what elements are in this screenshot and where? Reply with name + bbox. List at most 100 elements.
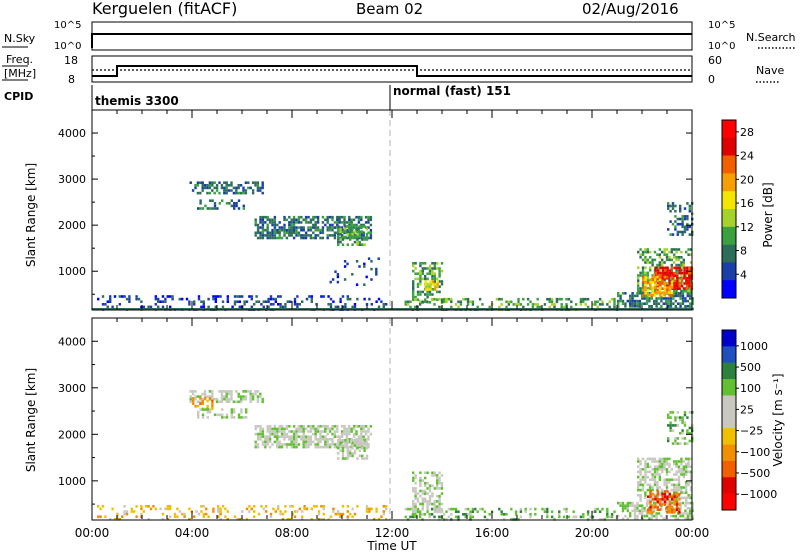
velocity-cell [654, 505, 657, 509]
velocity-cell [269, 512, 273, 516]
power-cell [653, 302, 656, 305]
velocity-cell [412, 510, 415, 514]
velocity-cell [240, 416, 243, 419]
power-cell [290, 218, 293, 222]
velocity-cell [249, 392, 252, 396]
power-cell [237, 207, 241, 210]
power-cell [687, 248, 690, 251]
power-cell [495, 297, 499, 301]
velocity-cell [238, 518, 241, 521]
power-cell [345, 236, 349, 240]
velocity-cell [651, 478, 654, 481]
power-cell [355, 260, 359, 263]
power-colorbar-swatch [722, 226, 736, 245]
power-cell [649, 278, 652, 281]
velocity-cell [215, 397, 219, 401]
power-cell [644, 250, 647, 254]
date-label: 02/Aug/2016 [582, 0, 679, 18]
power-cell [469, 300, 472, 304]
power-cell [118, 303, 121, 306]
power-cell [242, 189, 245, 192]
velocity-cell [665, 501, 669, 505]
power-cell [613, 300, 616, 304]
velocity-cell [303, 505, 306, 508]
power-cell [308, 295, 311, 298]
power-cell [404, 303, 407, 306]
power-cell [416, 285, 420, 288]
power-cell [629, 297, 632, 300]
power-cell [428, 267, 432, 270]
power-cell [328, 215, 332, 219]
velocity-cell [674, 442, 677, 445]
velocity-cell [304, 435, 308, 438]
power-cell [203, 186, 207, 190]
velocity-cell [297, 430, 301, 433]
power-cell [663, 279, 666, 282]
power-cell [276, 228, 279, 232]
power-cell [106, 300, 109, 303]
velocity-cell [681, 429, 684, 432]
velocity-cell [433, 507, 436, 511]
power-cell [653, 250, 657, 254]
velocity-cell [291, 505, 294, 508]
power-cell [642, 286, 645, 289]
velocity-cell [624, 507, 627, 510]
velocity-cell [655, 517, 658, 520]
power-cell [674, 220, 677, 223]
power-cell [277, 303, 280, 306]
velocity-cell [352, 432, 356, 436]
power-cell [351, 305, 354, 309]
power-cell [429, 280, 432, 283]
power-cell [428, 272, 432, 275]
velocity-cell [324, 440, 327, 444]
velocity-cell [176, 515, 179, 518]
power-cell [271, 228, 274, 232]
power-cell [412, 280, 415, 283]
velocity-cell [671, 424, 675, 427]
velocity-cell [411, 515, 415, 519]
power-cell [466, 297, 470, 301]
velocity-cell [314, 438, 317, 441]
velocity-cell [346, 515, 349, 518]
power-cell [316, 226, 320, 229]
velocity-cell [385, 518, 388, 521]
power-cell [326, 234, 329, 237]
power-cell [272, 297, 275, 301]
power-cell [433, 303, 436, 306]
velocity-cell [309, 443, 313, 446]
velocity-cell [421, 479, 424, 482]
velocity-cell [685, 491, 688, 494]
power-cell [344, 235, 347, 239]
power-cell [546, 297, 549, 301]
velocity-cell [543, 510, 547, 513]
power-cell [689, 253, 693, 256]
power-cell [363, 225, 366, 228]
power-cell [214, 295, 217, 298]
velocity-cell [256, 443, 260, 446]
power-cell [534, 303, 537, 306]
power-cell [331, 226, 334, 229]
power-cell [271, 221, 274, 224]
power-cell [375, 267, 378, 271]
velocity-cell [352, 427, 356, 431]
power-cell [215, 184, 219, 187]
velocity-cell [353, 452, 357, 455]
power-cell [426, 267, 429, 270]
power-cell [624, 292, 627, 295]
power-cell [531, 305, 535, 309]
velocity-cell [331, 443, 334, 446]
velocity-cell [608, 515, 611, 519]
power-cell [316, 218, 320, 222]
velocity-cell [426, 500, 429, 503]
velocity-cell [244, 390, 248, 393]
power-cell [668, 276, 671, 280]
power-cell [658, 261, 661, 264]
power-cell [683, 277, 686, 280]
power-cell [223, 186, 226, 190]
velocity-cell [687, 457, 690, 461]
velocity-cell [431, 492, 434, 495]
velocity-cell [197, 413, 200, 417]
velocity-cell [661, 503, 664, 506]
velocity-cell [309, 438, 313, 441]
